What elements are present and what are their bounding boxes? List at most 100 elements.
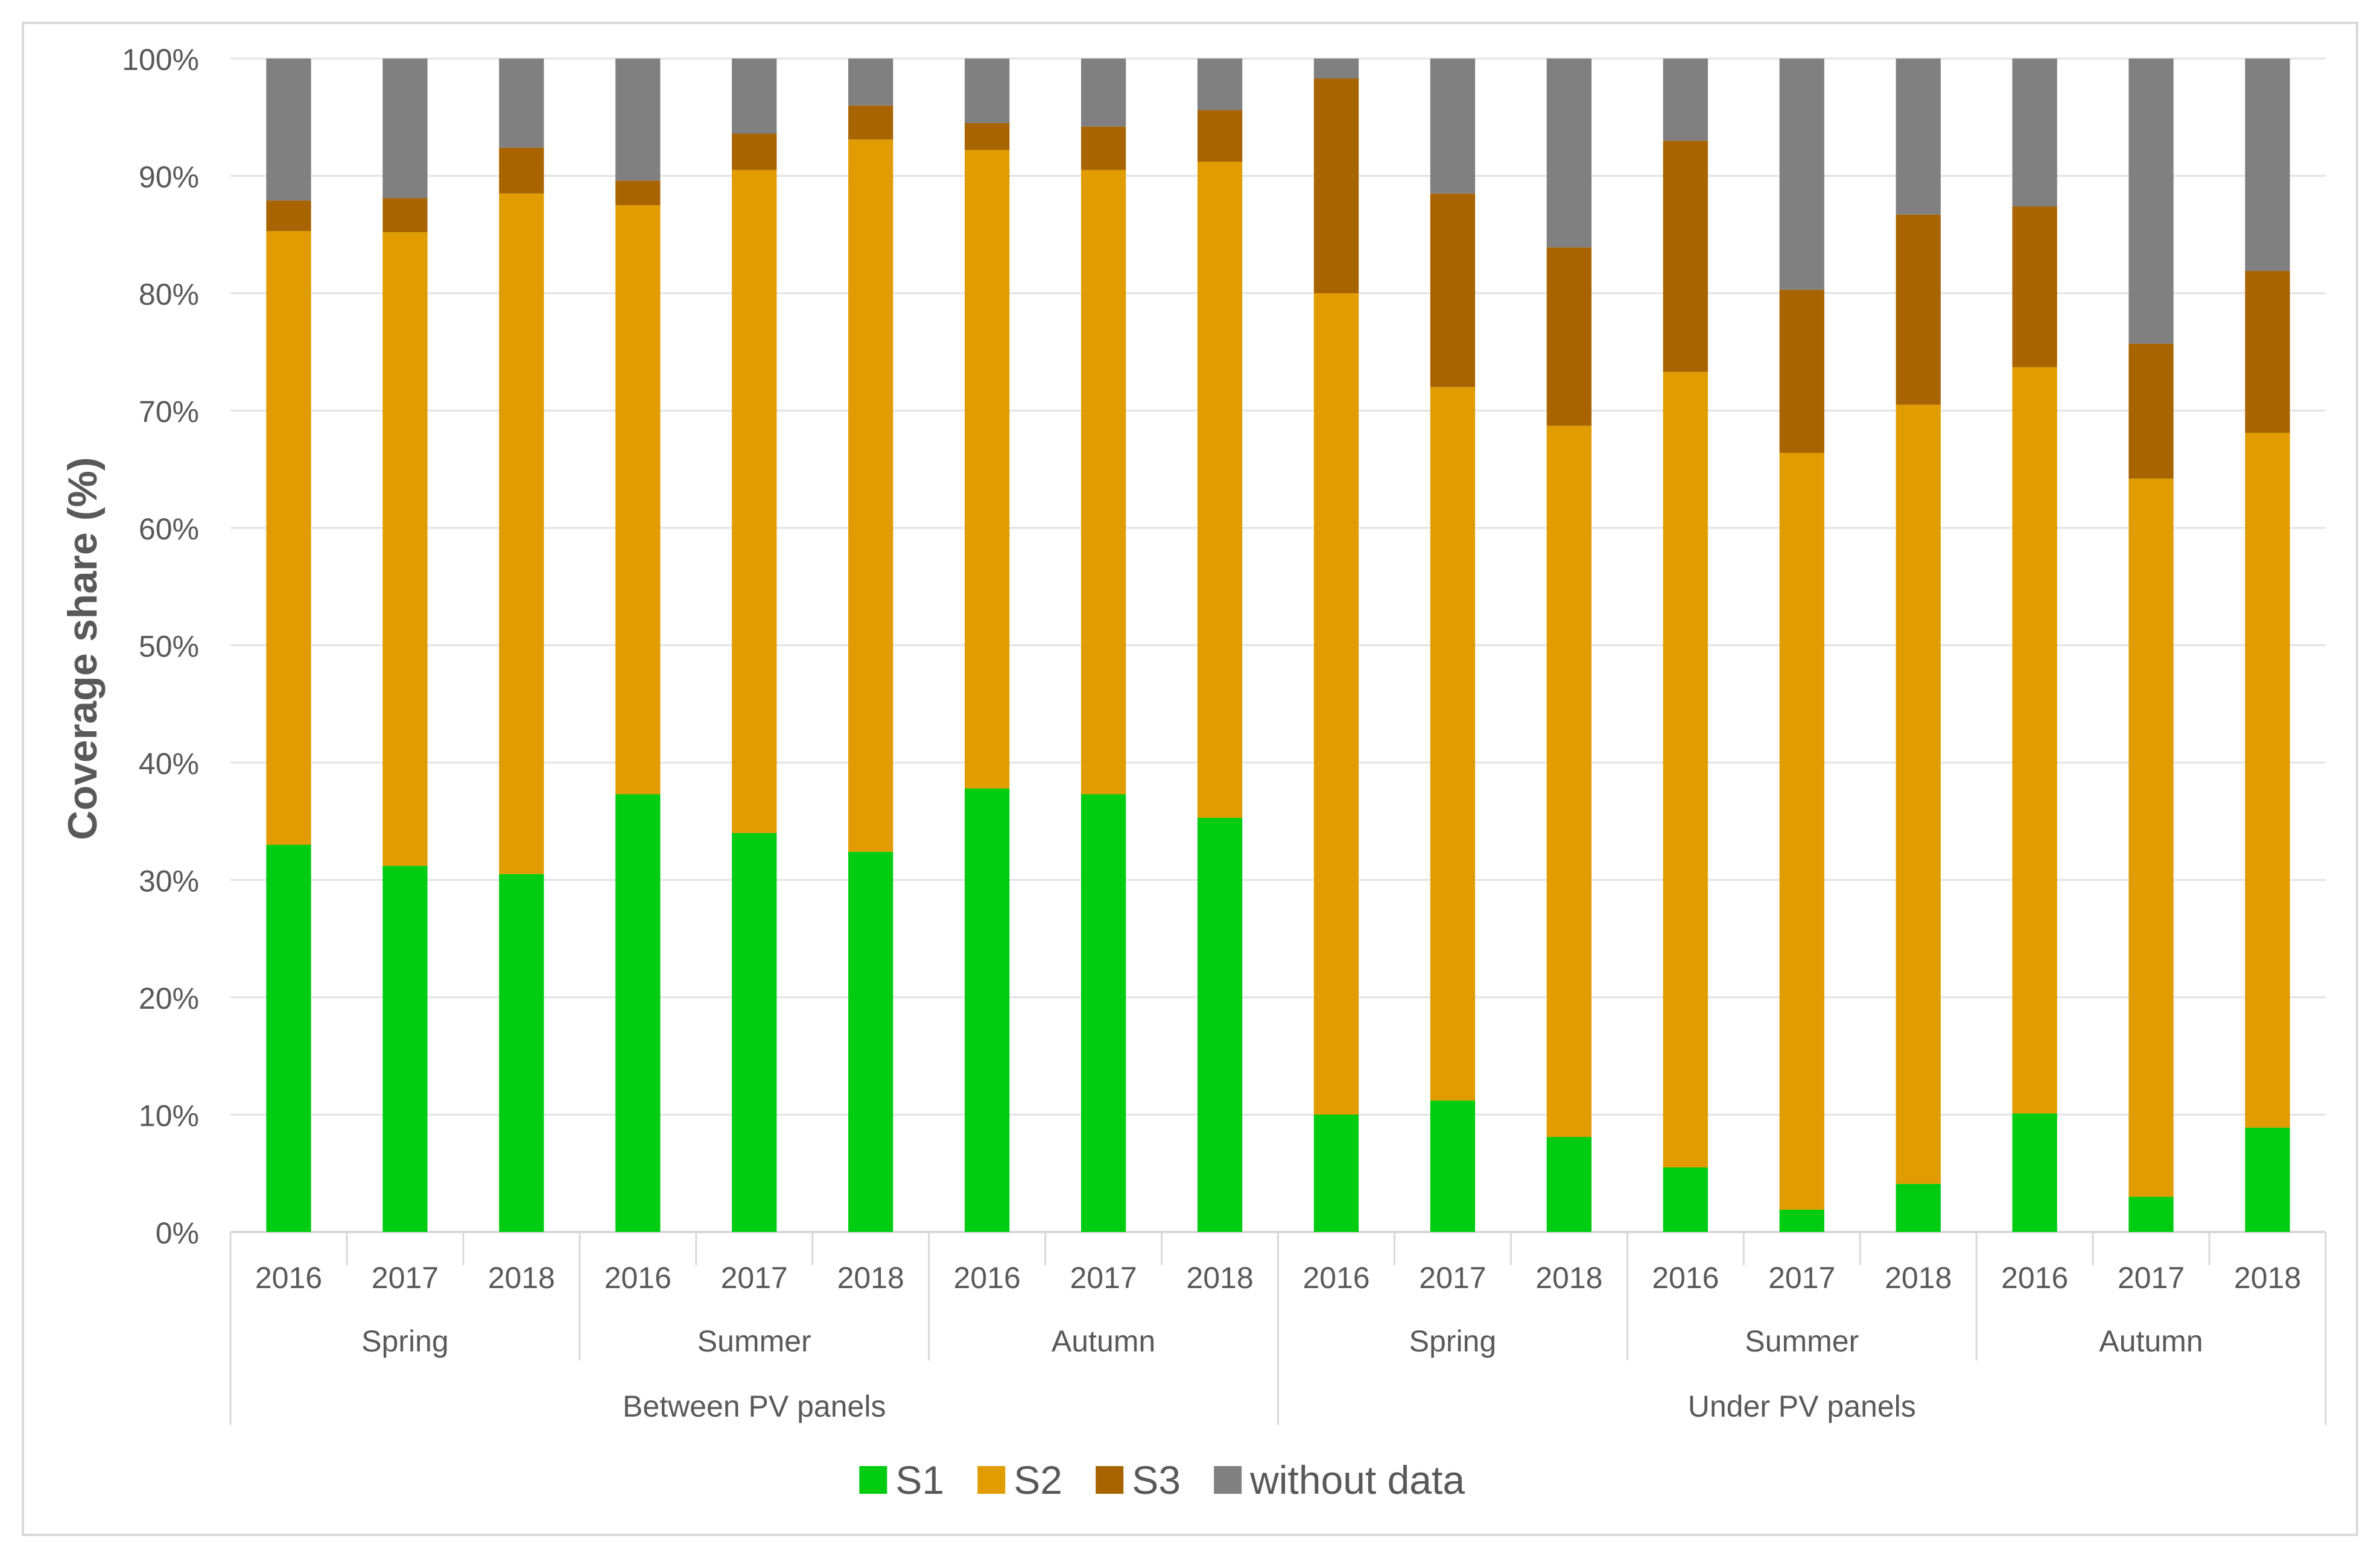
x-tick-label: 2017 [1419,1261,1486,1295]
x-tick-label: 2017 [2118,1261,2185,1295]
legend-label: S2 [1014,1458,1062,1502]
x-tick-label: 2016 [255,1261,322,1295]
x-tick-label: 2018 [837,1261,904,1295]
bar-segment-s2 [2128,478,2174,1197]
bar-segment-s2 [382,232,428,866]
bar-segment-s2 [2012,367,2057,1114]
bar-segment-s3 [1779,290,1824,453]
bar-segment-s2 [1313,293,1359,1115]
y-tick-label: 80% [139,278,199,311]
bar-segment-s1 [499,874,544,1232]
bar-segment-s1 [615,794,661,1232]
bar-segment-without-data [382,59,428,198]
chart-frame [22,22,2358,1536]
bar-segment-s1 [1663,1167,1708,1232]
group-label: Between PV panels [623,1389,886,1423]
legend-swatch [859,1466,887,1494]
bar-segment-without-data [732,59,777,134]
bar-segment-without-data [1430,59,1476,194]
y-tick-label: 90% [139,160,199,194]
bar-segment-without-data [615,59,661,181]
x-tick-label: 2018 [2234,1261,2301,1295]
x-tick-label: 2016 [954,1261,1021,1295]
bar-segment-s2 [848,139,893,852]
x-tick-label: 2018 [1186,1261,1253,1295]
legend-label: without data [1249,1458,1465,1502]
y-tick-label: 50% [139,630,199,664]
x-tick-label: 2017 [1070,1261,1137,1295]
legend-label: S3 [1132,1458,1181,1502]
y-tick-label: 20% [139,982,199,1015]
bar-segment-s1 [2128,1196,2174,1232]
bar-segment-s2 [1779,452,1824,1210]
bar-segment-s1 [1779,1210,1824,1232]
season-label: Spring [361,1324,449,1358]
bar-segment-s2 [2245,433,2290,1128]
bar-segment-s1 [1430,1100,1476,1232]
bar-segment-s1 [1896,1184,1941,1232]
season-label: Spring [1409,1324,1497,1358]
bar-segment-s1 [848,851,893,1232]
x-tick-label: 2018 [488,1261,555,1295]
y-axis-label: Coverage share (%) [60,457,106,840]
bar-segment-s1 [266,845,311,1232]
y-tick-label: 10% [139,1099,199,1133]
x-tick-label: 2016 [1652,1261,1719,1295]
bar-segment-without-data [499,59,544,148]
bar-segment-s3 [1896,214,1941,405]
x-tick-label: 2016 [2001,1261,2068,1295]
bar-segment-without-data [2128,59,2174,344]
bar-segment-s3 [615,180,661,206]
legend-label: S1 [895,1458,944,1502]
bar-segment-s3 [2012,206,2057,367]
bar-segment-without-data [1896,59,1941,215]
bar-segment-s1 [1197,818,1243,1232]
bar-segment-s1 [1081,794,1126,1232]
y-tick-label: 60% [139,512,199,546]
season-label: Summer [1745,1324,1859,1358]
season-label: Autumn [2099,1324,2203,1358]
season-label: Summer [697,1324,811,1358]
bar-segment-s3 [732,133,777,170]
legend-swatch [977,1466,1006,1494]
legend: S1 S2 S3 without data [859,1458,1465,1502]
bar-segment-s2 [732,170,777,833]
group-label: Under PV panels [1688,1389,1916,1423]
bar-segment-s2 [615,205,661,795]
bar-segment-without-data [964,59,1010,123]
bar-segment-s1 [2245,1127,2290,1232]
x-tick-label: 2017 [721,1261,788,1295]
bar-segment-s1 [1546,1137,1592,1232]
x-tick-label: 2018 [1535,1261,1602,1295]
bar-segment-s3 [1081,126,1126,170]
bar-segment-s2 [266,230,311,845]
bar-segment-s3 [382,198,428,232]
bar-segment-without-data [1779,59,1824,290]
legend-swatch [1214,1466,1242,1494]
bar-segment-without-data [848,59,893,106]
bar-segment-s1 [2012,1113,2057,1232]
bar-segment-s3 [2245,271,2290,433]
bar-segment-without-data [2012,59,2057,207]
bar-segment-s3 [1663,141,1708,372]
legend-swatch [1096,1466,1124,1494]
bar-segment-without-data [1197,59,1243,110]
y-tick-label: 30% [139,865,199,898]
season-label: Autumn [1052,1324,1155,1358]
bar-segment-s2 [1197,162,1243,818]
bar-segment-s2 [1663,372,1708,1168]
y-tick-label: 0% [156,1216,199,1250]
y-tick-label: 40% [139,747,199,781]
bar-segment-s2 [1430,387,1476,1101]
bar-segment-without-data [1546,59,1592,248]
bar-segment-s3 [499,147,544,194]
bar-segment-s1 [382,866,428,1232]
bar-segment-without-data [266,59,311,201]
x-tick-label: 2017 [372,1261,439,1295]
bar-segment-s3 [1313,78,1359,293]
bar-segment-s2 [499,193,544,874]
bar-segment-s1 [964,788,1010,1232]
y-tick-label: 70% [139,395,199,429]
